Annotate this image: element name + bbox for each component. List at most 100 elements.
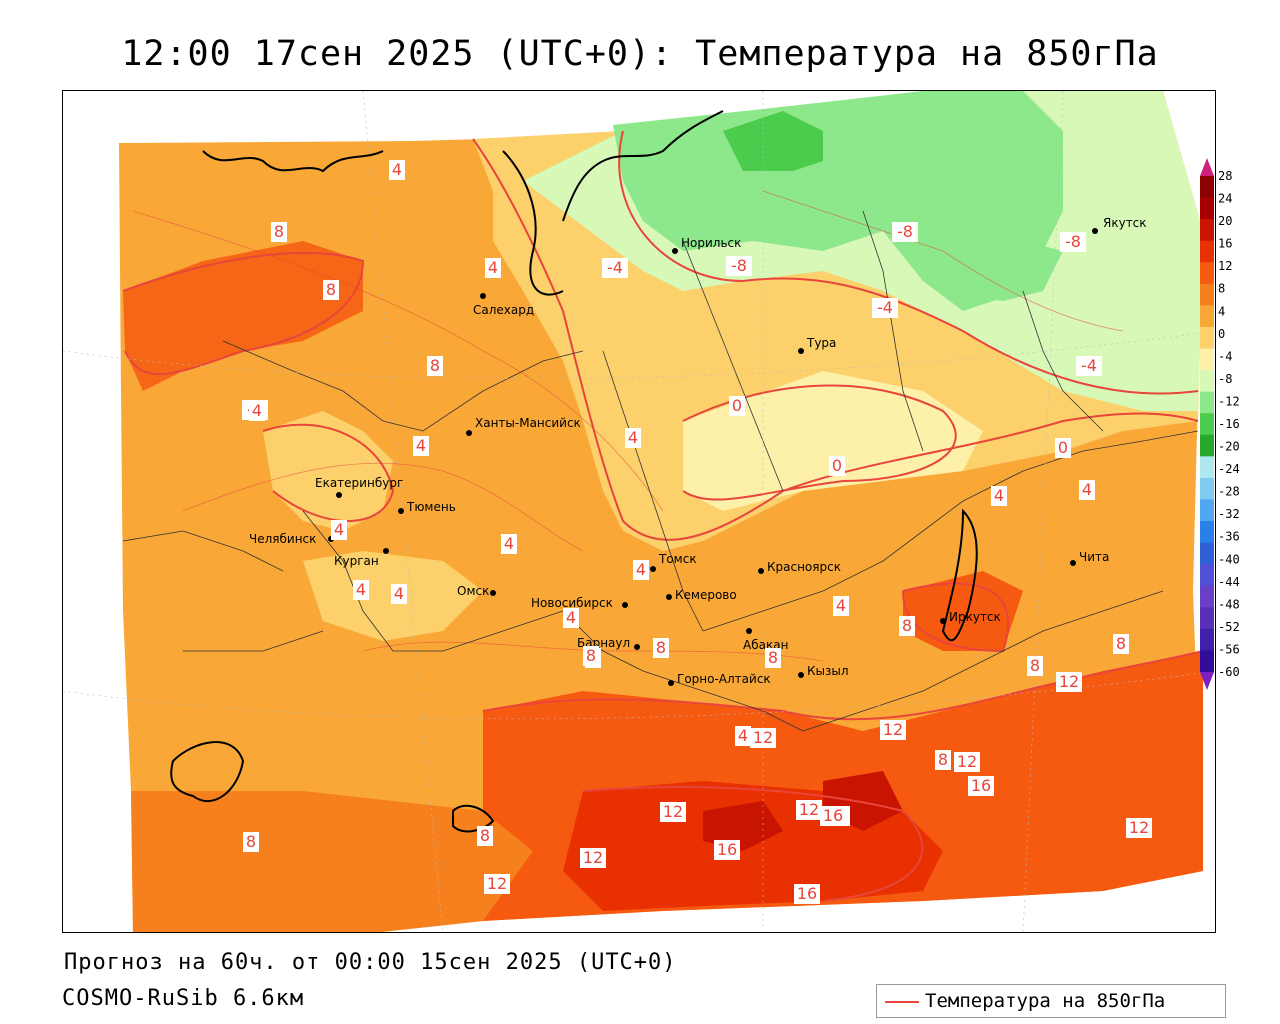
city-marker [480,293,486,299]
admin-borders [122,210,1199,732]
colorbar-tick-label: -44 [1218,575,1240,589]
isotherm-label-background [820,806,846,826]
isotherm-label-background [353,580,369,600]
colorbar-tick-label: -56 [1218,642,1240,656]
isotherm-label-background [954,752,980,772]
isotherm-label-background [892,222,918,242]
city-marker [634,644,640,650]
isotherm-value-label: 4 [252,401,262,420]
isotherm-value-label: 4 [504,534,514,553]
city-marker [398,508,404,514]
isotherm-value-label: 4 [334,520,344,539]
isotherm-label-background [389,160,405,180]
isotherm-label-background [501,534,517,554]
city-label: Новосибирск [531,596,613,610]
isotherm-label-background [899,616,915,636]
city-label: Горно-Алтайск [677,672,771,686]
isotherm-label-background [660,802,686,822]
city-marker [1070,560,1076,566]
isotherm-label-background [765,648,781,668]
city-label: Екатеринбург [315,476,403,490]
isotherm-value-label: 8 [480,826,490,845]
isotherm-value-label: 12 [957,752,977,771]
forecast-info: Прогноз на 60ч. от 00:00 15сен 2025 (UTC… [64,950,677,975]
city-label: Кызыл [807,664,849,678]
isotherm-label-background [1076,356,1102,376]
city-label: Салехард [473,303,534,317]
city-marker [672,248,678,254]
city-marker [622,602,628,608]
city-marker [758,568,764,574]
isotherm-value-label: 4 [416,436,426,455]
colorbar-swatch [1200,240,1214,263]
isotherm-value-label: 4 [356,580,366,599]
city-label: Красноярск [767,560,841,574]
isotherm-value-label: 12 [753,728,773,747]
colorbar-tick-label: -16 [1218,417,1240,431]
isotherm-value-label: 12 [883,720,903,739]
colorbar-swatch [1200,650,1214,673]
colorbar-swatch [1200,348,1214,371]
colorbar-swatch [1200,262,1214,285]
temperature-colorbar: 28 24 20 16 12 8 4 0 -4 -8 -12 -16 -20 -24 -28 -32 -36 -4… [1200,158,1240,690]
colorbar-tick-label: -24 [1218,462,1240,476]
city-label: Иркутск [949,610,1001,624]
city-label: Томск [658,552,697,566]
isotherm-label-background [726,256,752,276]
colorbar-swatch [1200,176,1214,199]
isotherm-label-background [625,428,641,448]
isotherm-value-label: 4 [488,258,498,277]
isotherm-label-background [602,258,628,278]
isotherm-value-label: 0 [732,396,742,415]
isotherm-label-background [1056,672,1082,692]
isotherm-value-label: 4 [636,560,646,579]
colorbar-tick-label: -32 [1218,507,1240,521]
colorbar-tick-label: -40 [1218,552,1240,566]
colorbar-tick-label: -28 [1218,485,1240,499]
map-title: 12:00 17сен 2025 (UTC+0): Температура на… [121,34,1159,74]
isotherm-value-label: 8 [902,616,912,635]
colorbar-tick-label: -20 [1218,440,1240,454]
colorbar-tick-label: -52 [1218,620,1240,634]
isotherm-label-background [794,884,820,904]
isotherm-value-label: -4 [1081,356,1097,375]
city-marker [746,628,752,634]
temperature-map[interactable]: Норильск Якутск Салехард Тура Ханты-Мансийск… [62,90,1216,933]
colorbar-swatch [1200,607,1214,630]
legend-line-swatch [885,1001,919,1003]
isotherm-label-background [714,840,740,860]
colorbar-swatch [1200,305,1214,328]
isotherm-value-label: 4 [566,608,576,627]
colorbar-swatch [1200,413,1214,436]
isotherm-value-label: 8 [326,280,336,299]
isotherm-label-background [331,520,347,540]
isotherm-label-background [750,728,776,748]
isotherm-value-label: 8 [246,832,256,851]
colorbar-bottom-cap [1200,672,1214,690]
isotherm-label-background [1055,438,1071,458]
colorbar-tick-label: -60 [1218,665,1240,679]
isotherm-value-label: 12 [487,874,507,893]
isotherm-label-background [833,596,849,616]
isotherm-label-background [1079,480,1095,500]
isotherm-value-label: 12 [663,802,683,821]
city-label: Якутск [1103,216,1147,230]
isotherm-label-background [563,608,579,628]
city-marker [383,548,389,554]
colorbar-tick-label: -4 [1218,349,1232,363]
isotherm-value-label: 16 [797,884,817,903]
isotherm-value-label: 8 [938,750,948,769]
isotherm-labels: 4884-4-8-8-8-4-4-48400044444444448888888… [242,160,1152,904]
colorbar-tick-label: -12 [1218,394,1240,408]
isotherm-value-label: 4 [392,160,402,179]
isotherm-value-label: -8 [1065,232,1081,251]
isotherm-label-background [477,826,493,846]
isotherm-value-label: 0 [1058,438,1068,457]
city-marker [668,680,674,686]
isotherm-value-label: 16 [717,840,737,859]
colorbar-tick-label: 24 [1218,192,1232,206]
city-marker [490,590,496,596]
colorbar-swatch [1200,219,1214,242]
isotherm-label-background [935,750,951,770]
isotherm-label-background [391,584,407,604]
